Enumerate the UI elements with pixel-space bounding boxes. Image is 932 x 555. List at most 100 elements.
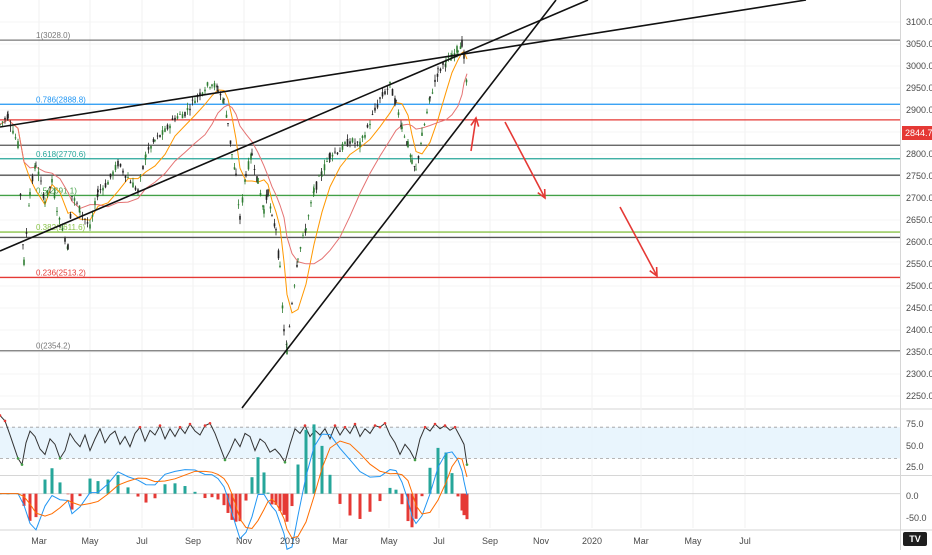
candle-body: [201, 92, 204, 95]
price-tick-label: 2300.0: [906, 369, 932, 379]
candle-body: [265, 194, 268, 200]
candle-body: [37, 171, 40, 176]
candle-body: [313, 188, 315, 193]
candle-body: [213, 83, 216, 88]
macd-histogram-bar: [348, 493, 352, 516]
macd-histogram-bar: [230, 493, 234, 520]
fib-level-label: 0(2354.2): [36, 342, 71, 351]
macd-histogram-bar: [266, 492, 270, 494]
arrow-down-2-head: [649, 266, 658, 278]
macd-histogram-bar: [28, 493, 32, 521]
rsi-overbought-point: [203, 424, 207, 427]
time-tick-label: May: [81, 536, 99, 546]
rsi-overbought-point: [443, 424, 447, 427]
candle-body: [444, 64, 447, 67]
candle-body: [417, 155, 420, 159]
price-tick-label: 2250.0: [906, 391, 932, 401]
rsi-band: [0, 427, 900, 459]
candle-body: [184, 111, 186, 117]
candle-body: [394, 98, 396, 105]
macd-histogram-bar: [465, 493, 469, 520]
rsi-overbought-point: [383, 421, 387, 425]
candle-body: [86, 222, 89, 224]
price-tick-label: 2350.0: [906, 347, 932, 357]
rsi-tick-label: 50.0: [906, 441, 924, 451]
candle-body: [139, 176, 142, 177]
rsi-oversold-point: [413, 458, 417, 462]
price-tick-label: 2750.0: [906, 171, 932, 181]
candle-body: [211, 84, 213, 87]
macd-histogram-bar: [163, 484, 167, 494]
rsi-overbought-point: [353, 422, 357, 426]
macd-histogram-bar: [116, 474, 120, 494]
candle-body: [436, 73, 439, 77]
candle-body: [320, 171, 323, 176]
candle-body: [181, 114, 184, 119]
candle-body: [257, 177, 259, 184]
candle-body: [22, 244, 24, 246]
candle-body: [421, 132, 423, 136]
macd-histogram-bar: [70, 493, 74, 510]
ma-fast-line: [0, 50, 468, 314]
candle-body: [256, 176, 258, 182]
macd-histogram-bar: [304, 429, 308, 494]
candle-body: [241, 197, 244, 203]
candle-body: [304, 228, 307, 233]
candle-body: [285, 344, 288, 345]
candle-body: [450, 58, 452, 61]
price-tick-label: 2550.0: [906, 259, 932, 269]
candle-body: [40, 180, 42, 182]
candle-body: [259, 193, 262, 196]
macd-histogram-bar: [312, 424, 316, 494]
candle-body: [19, 193, 22, 196]
macd-histogram-bar: [96, 481, 100, 494]
ma-slow-line: [0, 73, 468, 265]
candle-body: [283, 329, 285, 332]
macd-histogram-bar: [136, 493, 140, 497]
candle-body: [423, 124, 426, 126]
fib-level-label: 0.5(2691.1): [36, 186, 77, 195]
candle-body: [315, 181, 318, 190]
price-tick-label: 2600.0: [906, 237, 932, 247]
candle-body: [166, 124, 169, 130]
candle-body: [84, 218, 86, 220]
candle-body: [1, 121, 4, 123]
candle-body: [386, 88, 389, 90]
candle-body: [250, 153, 252, 160]
macd-histogram-bar: [358, 493, 362, 519]
price-tick-label: 3100.0: [906, 17, 932, 27]
macd-histogram-bar: [410, 493, 414, 528]
price-tick-label: 3050.0: [906, 39, 932, 49]
macd-histogram-bar: [462, 493, 466, 516]
arrow-down-1-head: [537, 188, 546, 200]
fib-level-label: 0.618(2770.6): [36, 150, 86, 159]
macd-tick-label: -50.0: [906, 513, 927, 523]
fib-level-label: 0.382(2611.6): [36, 223, 86, 232]
candle-body: [235, 173, 237, 176]
macd-histogram-bar: [388, 487, 392, 494]
macd-histogram-bar: [406, 493, 410, 522]
candle-body: [463, 53, 465, 59]
candle-body: [94, 201, 96, 205]
macd-histogram-bar: [262, 472, 266, 494]
macd-histogram-bar: [278, 493, 282, 511]
time-tick-label: Sep: [185, 536, 201, 546]
candle-body: [25, 232, 28, 234]
macd-histogram-bar: [106, 479, 110, 494]
candle-body: [49, 186, 51, 188]
candle-body: [69, 213, 72, 219]
candle-body: [114, 164, 117, 170]
candle-body: [104, 183, 107, 188]
candle-body: [331, 154, 334, 157]
macd-histogram-bar: [338, 493, 342, 504]
candle-body: [359, 141, 361, 148]
candle-body: [244, 179, 246, 182]
candle-body: [439, 68, 442, 71]
candle-body: [415, 168, 417, 170]
candle-body: [395, 99, 397, 102]
candle-body: [132, 182, 134, 188]
rsi-oversold-point: [58, 457, 62, 460]
candle-body: [174, 117, 176, 121]
candle-body: [318, 175, 320, 177]
arrow-up-head: [470, 116, 480, 127]
